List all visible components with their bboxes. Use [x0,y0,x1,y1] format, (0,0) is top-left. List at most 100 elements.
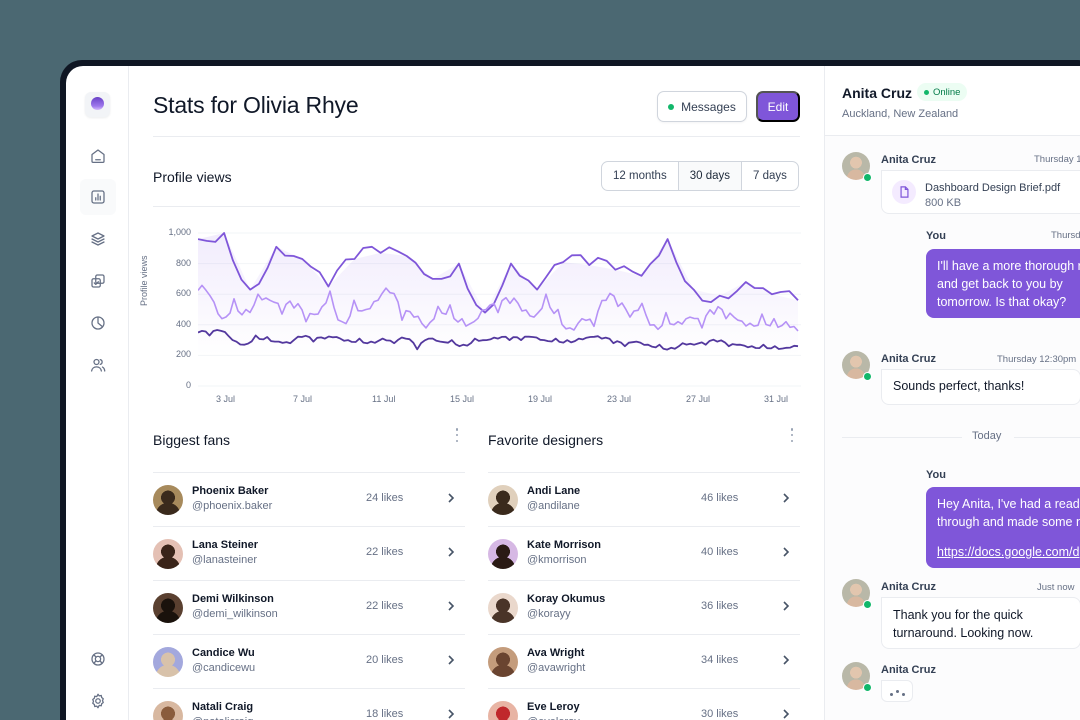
chevron-right-icon[interactable] [445,545,457,559]
list-item[interactable]: Eve Leroy @eveleroy 30 likes [488,688,800,720]
online-indicator [863,173,872,182]
file-attachment[interactable]: Dashboard Design Brief.pdf 800 KB [881,170,1080,214]
user-handle: @eveleroy [527,716,580,720]
user-name: Lana Steiner [192,539,259,551]
y-tick-label: 0 [185,380,191,390]
sidebar [66,66,129,720]
chart-series-1 [198,232,799,314]
avatar[interactable] [842,579,874,611]
tab-12-months[interactable]: 12 months [602,162,679,190]
y-tick-label: 400 [175,318,191,329]
likes-count: 18 likes [366,708,404,720]
message-bubble-incoming: Sounds perfect, thanks! [881,369,1080,405]
chevron-right-icon[interactable] [780,545,792,559]
sidebar-item-support[interactable] [80,641,116,677]
x-tick-label: 7 Jul [293,394,313,404]
list-item[interactable]: Ava Wright @avawright 34 likes [488,634,800,688]
list-item[interactable]: Koray Okumus @korayy 36 likes [488,580,800,634]
shared-link[interactable]: https://docs.google.com/d [937,545,1080,559]
chevron-right-icon[interactable] [445,653,457,667]
x-tick-label: 23 Jul [607,394,632,404]
sidebar-item-settings[interactable] [80,683,116,719]
typing-indicator [881,680,913,702]
chat-panel: Anita Cruz Online Auckland, New Zealand … [824,66,1080,720]
avatar [153,701,183,720]
page-title: Stats for Olivia Rhye [153,92,359,118]
contact-name: Anita Cruz [842,85,912,101]
chevron-right-icon[interactable] [445,491,457,505]
list-item[interactable]: Kate Morrison @kmorrison 40 likes [488,526,800,580]
avatar [153,539,183,569]
message-sender: You [926,230,946,242]
message-time: Just now [1037,582,1075,593]
user-name: Ava Wright [527,647,585,659]
edit-button[interactable]: Edit [756,91,800,122]
avatar [488,593,518,623]
user-name: Candice Wu [192,647,255,659]
avatar [488,647,518,677]
avatar[interactable] [842,152,874,184]
online-dot [924,89,929,95]
chevron-right-icon[interactable] [445,707,457,720]
sidebar-item-users[interactable] [80,347,116,383]
message-line: tomorrow. Is that okay? [937,295,1067,309]
file-icon [892,180,916,204]
tab-7-days[interactable]: 7 days [752,170,787,182]
file-name: Dashboard Design Brief.pdf [925,182,1061,194]
list-item[interactable]: Natali Craig @natalicraig 18 likes [153,688,465,720]
status-badge: Online [917,83,968,101]
sidebar-item-dashboard[interactable] [80,179,116,215]
chevron-right-icon[interactable] [780,491,792,505]
sidebar-item-home[interactable] [80,138,116,174]
list-item[interactable]: Candice Wu @candicewu 20 likes [153,634,465,688]
avatar [488,701,518,720]
profile-views-title: Profile views [153,169,232,185]
more-options-icon[interactable] [790,428,794,442]
x-tick-label: 11 Jul [372,394,396,404]
likes-count: 46 likes [701,492,739,504]
message-bubble-outgoing: Hey Anita, I've had a read through and m… [926,487,1080,568]
device-frame: Stats for Olivia Rhye Messages Edit Prof… [60,60,1080,720]
message-line: through and made some notes: [937,515,1080,529]
status-label: Online [933,86,961,98]
divider [153,136,800,137]
chevron-right-icon[interactable] [780,707,792,720]
range-selector: 12 months 30 days 7 days [601,161,799,191]
divider-line [1014,437,1080,438]
list-item[interactable]: Phoenix Baker @phoenix.baker 24 likes [153,472,465,526]
life-buoy-icon [91,652,105,666]
sidebar-item-layers[interactable] [80,221,116,257]
messages-button[interactable]: Messages [657,91,747,122]
gear-icon [92,693,104,709]
main-content: Stats for Olivia Rhye Messages Edit Prof… [129,66,824,720]
sidebar-item-reports[interactable] [80,305,116,341]
contact-location: Auckland, New Zealand [842,108,959,120]
message-sender: You [926,469,946,481]
y-tick-label: 200 [175,349,191,360]
list-item[interactable]: Lana Steiner @lanasteiner 22 likes [153,526,465,580]
message-sender: Anita Cruz [881,664,936,676]
x-tick-label: 3 Jul [216,394,236,404]
avatar [153,647,183,677]
chevron-right-icon[interactable] [780,653,792,667]
chart-series-3 [198,329,799,351]
panel-header: Favorite designers [488,424,800,464]
list-item[interactable]: Demi Wilkinson @demi_wilkinson 22 likes [153,580,465,634]
sidebar-item-tasks[interactable] [80,263,116,299]
app-logo[interactable] [85,92,110,117]
app-screen: Stats for Olivia Rhye Messages Edit Prof… [66,66,1080,720]
list-item[interactable]: Andi Lane @andilane 46 likes [488,472,800,526]
chevron-right-icon[interactable] [445,599,457,613]
avatar [153,593,183,623]
message-line: Hey Anita, I've had a read [937,497,1080,511]
status-dot [668,103,675,110]
date-divider-label: Today [972,430,1002,442]
avatar[interactable] [842,351,874,383]
pie-chart-icon [91,316,105,330]
avatar[interactable] [842,662,874,694]
tab-30-days[interactable]: 30 days [678,162,742,190]
y-tick-label: 1,000 [168,227,191,237]
chart-series-2 [198,284,799,332]
chevron-right-icon[interactable] [780,599,792,613]
more-options-icon[interactable] [455,428,459,442]
